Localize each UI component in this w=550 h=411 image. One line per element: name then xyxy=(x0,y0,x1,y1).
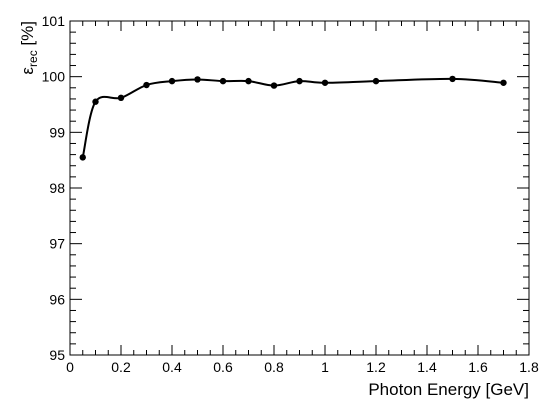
data-point xyxy=(321,79,329,86)
data-point xyxy=(79,154,86,161)
y-tick-label: 97 xyxy=(49,236,65,252)
y-axis-tick-labels: 95 96 97 98 99 100 101 xyxy=(42,13,66,363)
data-point xyxy=(245,77,252,85)
y-tick-label: 99 xyxy=(49,124,65,140)
data-point xyxy=(194,76,201,83)
y-axis-title-symbol: ε xyxy=(18,67,37,75)
y-tick-label: 98 xyxy=(49,180,65,196)
data-point xyxy=(270,82,278,89)
y-tick-label: 100 xyxy=(42,69,66,85)
data-point xyxy=(372,77,380,85)
y-axis-title: εrec [%] xyxy=(18,21,40,75)
x-tick-label: 0.8 xyxy=(264,359,284,375)
data-point xyxy=(143,81,150,89)
y-tick-label: 101 xyxy=(42,13,66,29)
y-axis-ticks xyxy=(70,20,529,356)
x-tick-label: 0.4 xyxy=(162,359,182,375)
series-points xyxy=(79,75,507,161)
x-tick-label: 1.8 xyxy=(519,359,539,375)
data-point xyxy=(449,75,456,83)
y-axis-title-unit: [%] xyxy=(18,21,37,50)
data-point xyxy=(92,98,99,105)
data-point xyxy=(219,77,227,85)
series-line xyxy=(81,77,504,158)
y-axis-title-subscript: rec xyxy=(26,50,40,67)
y-tick-label: 95 xyxy=(49,347,65,363)
x-axis-tick-labels: 0 0.2 0.4 0.6 0.8 1 1.2 1.4 1.6 1.8 xyxy=(66,359,539,375)
x-axis-title: Photon Energy [GeV] xyxy=(368,380,529,399)
x-axis-ticks xyxy=(69,21,530,355)
data-point xyxy=(168,77,176,85)
data-point xyxy=(296,77,303,85)
x-tick-label: 0 xyxy=(66,359,74,375)
plot-frame xyxy=(69,20,530,356)
x-tick-label: 1.4 xyxy=(417,359,437,375)
x-tick-label: 1.6 xyxy=(468,359,488,375)
x-tick-label: 0.6 xyxy=(213,359,233,375)
x-tick-label: 0.2 xyxy=(111,359,131,375)
x-tick-label: 1 xyxy=(321,359,329,375)
y-tick-label: 96 xyxy=(49,291,65,307)
data-point xyxy=(117,94,125,102)
data-point xyxy=(500,79,507,86)
x-tick-label: 1.2 xyxy=(366,359,386,375)
